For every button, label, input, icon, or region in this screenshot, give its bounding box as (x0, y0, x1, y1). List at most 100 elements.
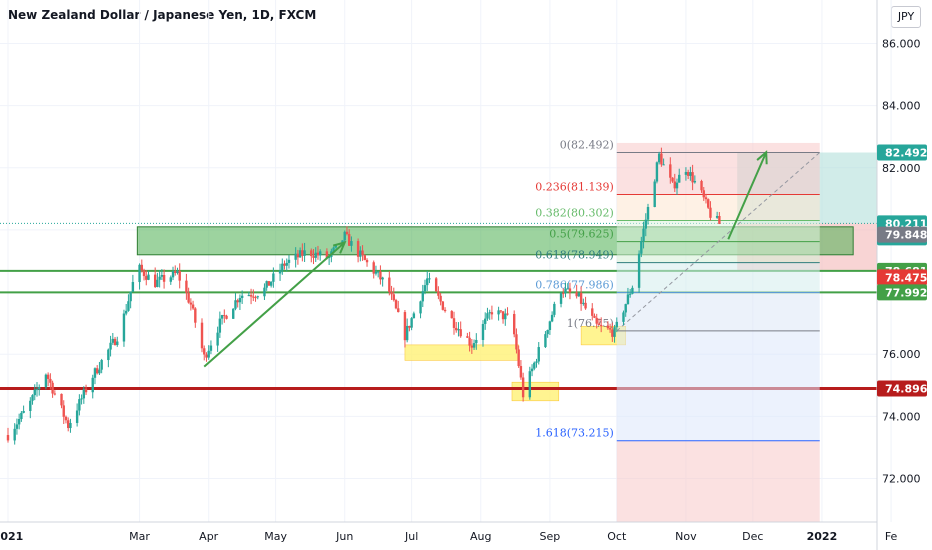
candle-body (678, 174, 681, 183)
fib-band-extension (616, 440, 820, 522)
candle-body (29, 400, 32, 411)
price-tag (877, 380, 927, 397)
candle-body (158, 276, 161, 280)
fib-level-label: 1(76.75) (567, 317, 614, 330)
candle-body (35, 389, 39, 391)
candle-body (470, 345, 474, 348)
candle-body (412, 313, 416, 319)
candle-body (22, 410, 25, 413)
candle-body (403, 312, 407, 341)
candle-body (519, 366, 523, 378)
candle-body (153, 274, 157, 287)
chart-title: New Zealand Dollar / Japanese Yen, 1D, F… (8, 8, 317, 22)
candle-body (644, 219, 647, 229)
candle-body (550, 314, 554, 322)
candle-body (131, 282, 135, 292)
candle-body (319, 251, 322, 256)
candle-body (615, 321, 618, 328)
candle-body (637, 253, 641, 288)
candle-body (397, 308, 400, 313)
candle-body (472, 343, 476, 348)
candle-body (689, 172, 692, 176)
candle-body (278, 270, 282, 274)
fib-band (616, 152, 820, 195)
candle-body (481, 323, 485, 340)
candle-body (559, 293, 563, 304)
candle-body (142, 270, 146, 277)
candle-body (611, 329, 614, 337)
time-tick-label: Apr (199, 530, 219, 543)
fib-band (616, 262, 820, 293)
candle-body (13, 428, 16, 441)
candle-body (127, 301, 130, 311)
candle-body (176, 270, 179, 274)
time-tick-label: Sep (540, 530, 561, 543)
candle-body (147, 274, 150, 280)
candle-body (109, 342, 112, 350)
candle-body (671, 177, 674, 182)
candle-body (675, 182, 679, 189)
candle-body (285, 262, 288, 266)
candle-body (80, 398, 83, 400)
candle-body (53, 393, 57, 395)
candle-body (591, 308, 594, 316)
candle-body (486, 313, 489, 319)
candle-body (673, 181, 676, 189)
fib-band (616, 292, 820, 331)
candle-body (298, 250, 302, 258)
candle-body (363, 255, 366, 260)
candle-body (252, 296, 255, 298)
candle-body (236, 300, 239, 303)
candle-body (303, 250, 306, 256)
candle-body (584, 302, 587, 309)
time-axis[interactable]: 2021 Mar Apr May Jun Jul Aug Sep Oct Nov Dec 2022 Fe (0, 521, 898, 543)
candle-body (579, 292, 583, 304)
price-tick-label: 84.000 (882, 100, 921, 113)
candle-body (379, 271, 382, 280)
candle-body (113, 338, 117, 346)
candle-body (140, 264, 143, 271)
fibonacci-retracement[interactable]: 0(82.492) 0.236(81.139) 0.382(80.302) 0.5(7… (535, 138, 821, 522)
candle-body (122, 313, 126, 342)
fib-level-label: 1.618(73.215) (535, 427, 614, 440)
candle-body (98, 369, 101, 374)
candle-body (426, 278, 429, 286)
drawings-layer[interactable] (203, 150, 768, 368)
candle-body (408, 325, 411, 328)
time-tick-label: May (264, 530, 287, 543)
time-tick-label: Jun (335, 530, 353, 543)
trend-arrow-head (332, 240, 347, 254)
candle-body (653, 181, 656, 208)
candle-body (169, 277, 172, 282)
candle-body (256, 296, 259, 298)
candle-body (218, 318, 222, 333)
candle-body (216, 332, 219, 346)
candle-body (504, 313, 507, 320)
candle-body (124, 310, 128, 314)
candle-body (501, 311, 505, 320)
price-tag-label: 77.992 (885, 286, 927, 299)
projection-arrow-head (756, 150, 768, 165)
candle-body (535, 361, 538, 363)
candle-body (234, 300, 237, 309)
candle-body (200, 322, 204, 349)
candle-body (96, 368, 99, 374)
candle-body (359, 250, 362, 257)
price-tag (877, 269, 927, 286)
candle-body (597, 323, 601, 325)
candle-body (548, 321, 552, 331)
candle-body (287, 259, 291, 263)
candle-body (622, 312, 625, 322)
candle-body (189, 302, 193, 305)
price-axis[interactable]: 86.00084.00082.00080.00078.00076.00074.0… (876, 0, 932, 550)
candle-body (582, 302, 585, 304)
candle-body (553, 303, 556, 315)
price-tick-label: 76.000 (882, 348, 921, 361)
candle-body (220, 315, 224, 319)
highlight-zone (511, 381, 560, 402)
price-tag-label: 74.896 (885, 383, 928, 396)
fib-level-label: 0(82.492) (560, 138, 614, 151)
candle-body (439, 295, 442, 302)
candle-body (232, 308, 235, 319)
